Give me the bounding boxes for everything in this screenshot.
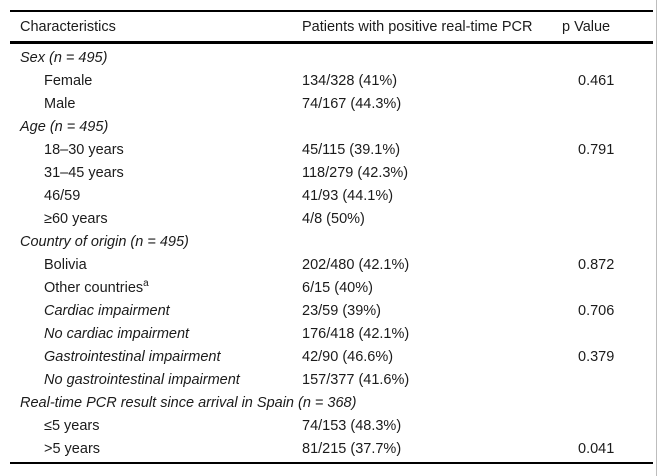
table-row: 46/59 41/93 (44.1%) [10, 184, 653, 207]
characteristic-label: Bolivia [44, 256, 87, 273]
table-row: Other countriesa 6/15 (40%) [10, 276, 653, 299]
p-value: 0.872 [578, 256, 615, 273]
characteristic-label: Other countriesa [44, 277, 149, 296]
positive-pcr-value: 42/90 (46.6%) [302, 348, 394, 365]
scan-edge-line [656, 0, 657, 476]
table-body: Sex (n = 495) Female 134/328 (41%) 0.461 Mal… [10, 44, 653, 464]
positive-pcr-value: 202/480 (42.1%) [302, 256, 410, 273]
positive-pcr-value: 74/153 (48.3%) [302, 417, 402, 434]
characteristic-label: Cardiac impairment [44, 302, 170, 319]
positive-pcr-value: 176/418 (42.1%) [302, 325, 410, 342]
column-header-positive-pcr: Patients with positive real-time PCR [302, 18, 533, 35]
characteristic-label: Gastrointestinal impairment [44, 348, 221, 365]
table-row: Female 134/328 (41%) 0.461 [10, 69, 653, 92]
p-value: 0.706 [578, 302, 615, 319]
table-section-row: Sex (n = 495) [10, 46, 653, 69]
p-value: 0.791 [578, 141, 615, 158]
p-value: 0.379 [578, 348, 615, 365]
footnote-marker: a [143, 277, 149, 289]
positive-pcr-value: 74/167 (44.3%) [302, 95, 402, 112]
characteristic-label: Male [44, 95, 76, 112]
characteristic-label: Female [44, 72, 93, 89]
positive-pcr-value: 134/328 (41%) [302, 72, 398, 89]
table-section-row: Real-time PCR result since arrival in Sp… [10, 391, 653, 414]
table-row: Cardiac impairment 23/59 (39%) 0.706 [10, 299, 653, 322]
characteristic-label: Age (n = 495) [20, 118, 109, 135]
table-row: 18–30 years 45/115 (39.1%) 0.791 [10, 138, 653, 161]
characteristic-label: ≥60 years [44, 210, 108, 227]
characteristic-label: Country of origin (n = 495) [20, 233, 189, 250]
positive-pcr-value: 4/8 (50%) [302, 210, 365, 227]
table-row: No gastrointestinal impairment 157/377 (4… [10, 368, 653, 391]
table-row: 31–45 years 118/279 (42.3%) [10, 161, 653, 184]
positive-pcr-value: 118/279 (42.3%) [302, 164, 409, 181]
positive-pcr-value: 45/115 (39.1%) [302, 141, 401, 158]
table-row: No cardiac impairment 176/418 (42.1%) [10, 322, 653, 345]
positive-pcr-value: 41/93 (44.1%) [302, 187, 394, 204]
characteristic-label: 31–45 years [44, 164, 124, 181]
characteristic-label: No cardiac impairment [44, 325, 190, 342]
table-row: ≥60 years 4/8 (50%) [10, 207, 653, 230]
characteristic-label: ≤5 years [44, 417, 100, 434]
characteristic-label: Sex (n = 495) [20, 49, 108, 66]
table-row: Bolivia 202/480 (42.1%) 0.872 [10, 253, 653, 276]
p-value: 0.461 [578, 72, 615, 89]
table-row: Male 74/167 (44.3%) [10, 92, 653, 115]
characteristic-label: Real-time PCR result since arrival in Sp… [20, 394, 357, 411]
table-row: Gastrointestinal impairment 42/90 (46.6%)… [10, 345, 653, 368]
column-header-p-value: p Value [562, 18, 611, 35]
positive-pcr-value: 157/377 (41.6%) [302, 371, 410, 388]
table-header-row: Characteristics Patients with positive r… [10, 10, 653, 44]
characteristic-label: 18–30 years [44, 141, 124, 158]
table-section-row: Country of origin (n = 495) [10, 230, 653, 253]
positive-pcr-value: 6/15 (40%) [302, 279, 373, 296]
table-section-row: Age (n = 495) [10, 115, 653, 138]
table-row: >5 years 81/215 (37.7%) 0.041 [10, 437, 653, 460]
column-header-characteristics: Characteristics [20, 18, 116, 35]
table-row: ≤5 years 74/153 (48.3%) [10, 414, 653, 437]
p-value: 0.041 [578, 440, 615, 457]
characteristic-label: 46/59 [44, 187, 81, 204]
pcr-results-table: Characteristics Patients with positive r… [10, 10, 653, 464]
characteristic-label: No gastrointestinal impairment [44, 371, 240, 388]
positive-pcr-value: 81/215 (37.7%) [302, 440, 402, 457]
positive-pcr-value: 23/59 (39%) [302, 302, 381, 319]
characteristic-label: >5 years [44, 440, 101, 457]
